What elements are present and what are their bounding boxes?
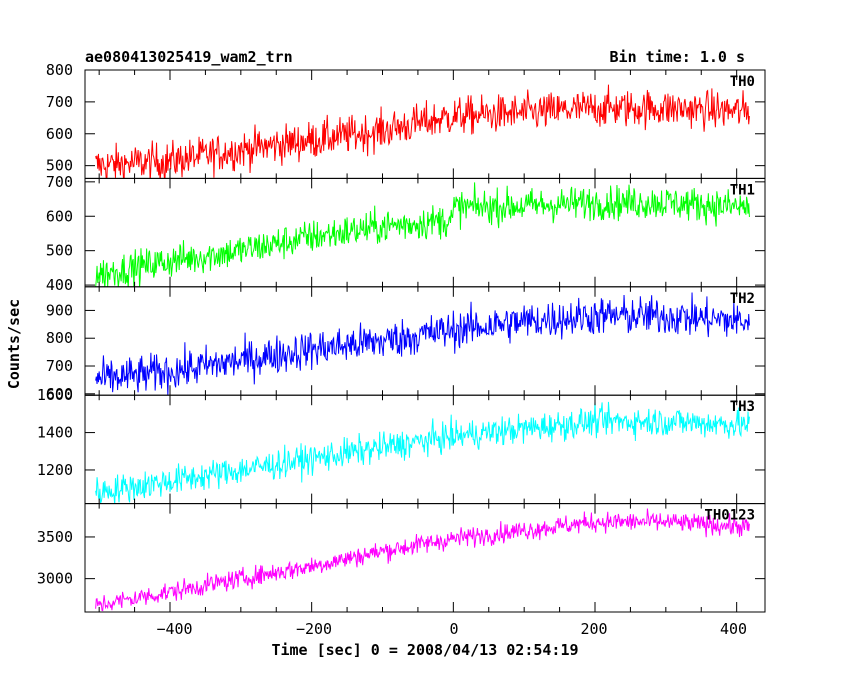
x-tick-label: −200 bbox=[296, 620, 332, 638]
panel-label-th2: TH2 bbox=[730, 291, 755, 307]
panel-label-th0123: TH0123 bbox=[704, 508, 755, 524]
y-tick-label: 1400 bbox=[37, 424, 73, 442]
panel-frame bbox=[84, 503, 766, 613]
y-tick-label: 1600 bbox=[37, 386, 73, 404]
bin-time-label: Bin time: 1.0 s bbox=[610, 48, 745, 66]
panel-label-th3: TH3 bbox=[730, 399, 755, 415]
series-line-th1 bbox=[95, 182, 750, 287]
x-tick-label: 200 bbox=[580, 620, 607, 638]
y-tick-label: 1200 bbox=[37, 461, 73, 479]
series-line-th2 bbox=[95, 292, 750, 396]
y-tick-label: 600 bbox=[46, 125, 73, 143]
y-tick-label: 500 bbox=[46, 242, 73, 260]
series-line-th0 bbox=[95, 84, 750, 179]
panel-frame bbox=[84, 394, 766, 505]
chart-title: ae080413025419_wam2_trn bbox=[85, 48, 293, 66]
x-axis-label: Time [sec] 0 = 2008/04/13 02:54:19 bbox=[271, 641, 578, 659]
y-tick-label: 3000 bbox=[37, 570, 73, 588]
x-tick-label: −400 bbox=[156, 620, 192, 638]
panel-label-th1: TH1 bbox=[730, 182, 755, 198]
y-tick-label: 700 bbox=[46, 357, 73, 375]
panels-group: 500 600 700 800 TH0 400 500 600 700 TH1 600 700 800 9… bbox=[37, 61, 766, 613]
series-line-th3 bbox=[95, 401, 750, 504]
x-tick-label: 0 bbox=[449, 620, 458, 638]
x-tick-labels: −400 −200 0 200 400 bbox=[156, 620, 747, 638]
y-tick-label: 3500 bbox=[37, 528, 73, 546]
y-tick-label: 800 bbox=[46, 329, 73, 347]
y-tick-label: 900 bbox=[46, 301, 73, 319]
series-line-th0123 bbox=[95, 508, 750, 612]
y-tick-label: 700 bbox=[46, 173, 73, 191]
x-tick-label: 400 bbox=[720, 620, 747, 638]
y-axis-label: Counts/sec bbox=[5, 299, 23, 389]
y-tick-label: 800 bbox=[46, 61, 73, 79]
y-tick-label: 600 bbox=[46, 207, 73, 225]
y-tick-label: 500 bbox=[46, 157, 73, 175]
panel-label-th0: TH0 bbox=[730, 74, 755, 90]
y-tick-label: 600 bbox=[46, 385, 73, 403]
y-tick-label: 700 bbox=[46, 93, 73, 111]
y-tick-label: 400 bbox=[46, 276, 73, 294]
